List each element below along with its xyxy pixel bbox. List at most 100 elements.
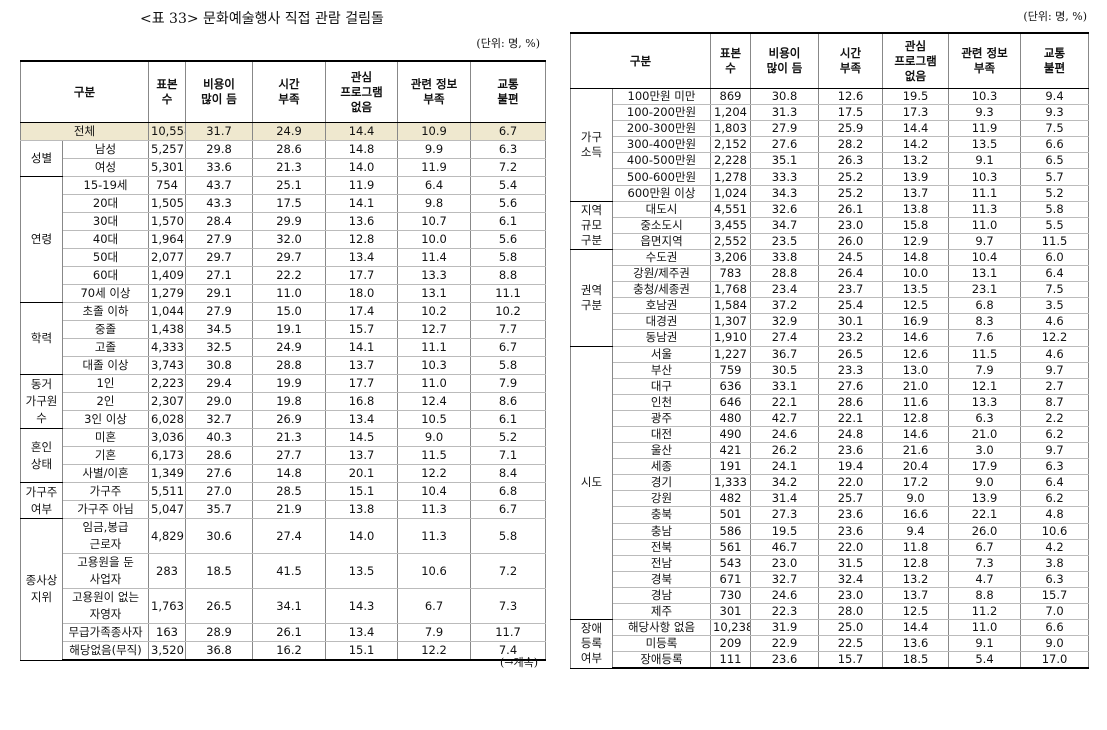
- table-body: 가구 소득 100만원 미만 869 30.8 12.6 19.5 10.3 9.4 100-2…: [570, 87, 1090, 670]
- cell: 11.9: [397, 158, 472, 177]
- row-label: 울산: [611, 442, 712, 460]
- cell: 1,910: [710, 329, 752, 347]
- cell: 12.4: [397, 392, 472, 411]
- cell: 11.2: [948, 603, 1022, 621]
- cell: 6.7: [470, 338, 547, 357]
- row-label: 15-19세: [61, 176, 150, 195]
- cell: 26.5: [818, 345, 884, 363]
- group-label: 연령: [20, 176, 63, 303]
- data-row: 가구주 여부 가구주 5,511 27.0 28.5 15.1 10.4 6.8: [20, 482, 547, 519]
- cell: 2,152: [710, 136, 752, 154]
- cell: 7.3: [470, 588, 547, 624]
- cell: 16.8: [325, 392, 399, 411]
- column-header: 교통 불편: [470, 60, 547, 123]
- cell: 33.8: [750, 248, 820, 267]
- cell: 12.2: [1020, 329, 1090, 347]
- cell: 7.9: [948, 362, 1022, 379]
- cell: 10.3: [948, 87, 1022, 106]
- cell: 30.6: [185, 518, 254, 554]
- data-row: 가구주 아님 5,047 35.7 21.9 13.8 11.3 6.7: [21, 500, 547, 519]
- cell: 10.6: [1020, 523, 1090, 540]
- cell: 19.9: [252, 374, 327, 393]
- row-label: 100-200만원: [611, 104, 712, 122]
- cell: 28.6: [185, 446, 254, 465]
- cell: 2,223: [148, 374, 187, 393]
- data-row: 제주 301 22.3 28.0 12.5 11.2 7.0: [571, 603, 1090, 621]
- cell: 1,278: [710, 168, 752, 186]
- data-row: 경기 1,333 34.2 22.0 17.2 9.0 6.4: [571, 474, 1090, 492]
- row-label: 충청/세종권: [611, 281, 712, 299]
- cell: 4,333: [148, 338, 187, 357]
- cell: 17.4: [325, 302, 399, 321]
- cell: 6.3: [470, 140, 547, 159]
- cell: 23.6: [750, 651, 820, 670]
- cell: 41.5: [252, 553, 327, 589]
- cell: 32.4: [818, 571, 884, 588]
- data-row: 광주 480 42.7 22.1 12.8 6.3 2.2: [571, 410, 1090, 427]
- cell: 23.5: [750, 233, 820, 250]
- cell: 23.1: [948, 281, 1022, 299]
- column-header: 관심 프로그램 없음: [882, 32, 950, 89]
- cell: 5.4: [948, 651, 1022, 670]
- cell: 9.0: [397, 428, 472, 447]
- cell: 5.6: [470, 194, 547, 213]
- cell: 11.9: [948, 120, 1022, 138]
- row-label: 초졸 이하: [61, 302, 150, 321]
- cell: 24.6: [750, 587, 820, 605]
- data-row: 70세 이상 1,279 29.1 11.0 18.0 13.1 11.1: [21, 284, 547, 303]
- cell: 19.4: [818, 458, 884, 476]
- cell: 6.7: [397, 588, 472, 624]
- cell: 19.5: [750, 523, 820, 540]
- cell: 12.5: [882, 297, 950, 315]
- cell: 671: [710, 571, 752, 588]
- cell: 27.6: [818, 378, 884, 395]
- cell: 23.6: [818, 523, 884, 540]
- cell: 6.6: [1020, 619, 1090, 637]
- cell: 1,763: [148, 588, 187, 624]
- cell: 12.1: [948, 378, 1022, 395]
- cell: 34.1: [252, 588, 327, 624]
- cell: 9.7: [948, 233, 1022, 250]
- cell: 191: [710, 458, 752, 476]
- cell: 12.5: [882, 603, 950, 621]
- cell: 18.5: [882, 651, 950, 670]
- data-row: 충북 501 27.3 23.6 16.6 22.1 4.8: [571, 506, 1090, 524]
- cell: 13.2: [882, 152, 950, 170]
- cell: 31.9: [750, 619, 820, 637]
- cell: 8.8: [470, 266, 547, 285]
- group-label: 시도: [570, 345, 613, 621]
- row-label: 전북: [611, 539, 712, 556]
- row-label: 기혼: [61, 446, 150, 465]
- cell: 29.1: [185, 284, 254, 303]
- group-label: 권역 구분: [570, 248, 613, 347]
- cell: 3.8: [1020, 555, 1090, 572]
- cell: 33.6: [185, 158, 254, 177]
- column-header: 관련 정보 부족: [397, 60, 472, 123]
- row-label: 500-600만원: [611, 168, 712, 186]
- cell: 32.7: [750, 571, 820, 588]
- cell: 14.1: [325, 338, 399, 357]
- cell: 17.5: [252, 194, 327, 213]
- data-row: 세종 191 24.1 19.4 20.4 17.9 6.3: [571, 458, 1090, 476]
- cell: 10.3: [397, 356, 472, 375]
- header-row: 구분 표본 수 비용이 많이 듬 시간 부족 관심 프로그램 없음 관련 정보 부족 교통 …: [19, 60, 547, 123]
- table-header: 구분 표본 수 비용이 많이 듬 시간 부족 관심 프로그램 없음 관련 정보 부족 교통 …: [569, 32, 1090, 89]
- cell: 27.3: [750, 506, 820, 524]
- cell: 12.8: [882, 555, 950, 572]
- cell: 13.6: [882, 635, 950, 653]
- cell: 14.4: [882, 619, 950, 637]
- cell: 1,349: [148, 464, 187, 483]
- cell: 2,228: [710, 152, 752, 170]
- cell: 9.9: [397, 140, 472, 159]
- data-row: 400-500만원 2,228 35.1 26.3 13.2 9.1 6.5: [571, 152, 1090, 170]
- cell: 43.7: [185, 176, 254, 195]
- cell: 6.8: [948, 297, 1022, 315]
- cell: 25.7: [818, 490, 884, 508]
- cell: 26.0: [818, 233, 884, 250]
- group-label: 종사상 지위: [20, 518, 63, 661]
- left-table: 구분 표본 수 비용이 많이 듬 시간 부족 관심 프로그램 없음 관련 정보 부족 교통 …: [19, 60, 547, 661]
- column-header: 구분: [569, 32, 712, 89]
- cell: 5.2: [470, 428, 547, 447]
- row-label: 해당사항 없음: [611, 619, 712, 637]
- cell: 5.8: [470, 248, 547, 267]
